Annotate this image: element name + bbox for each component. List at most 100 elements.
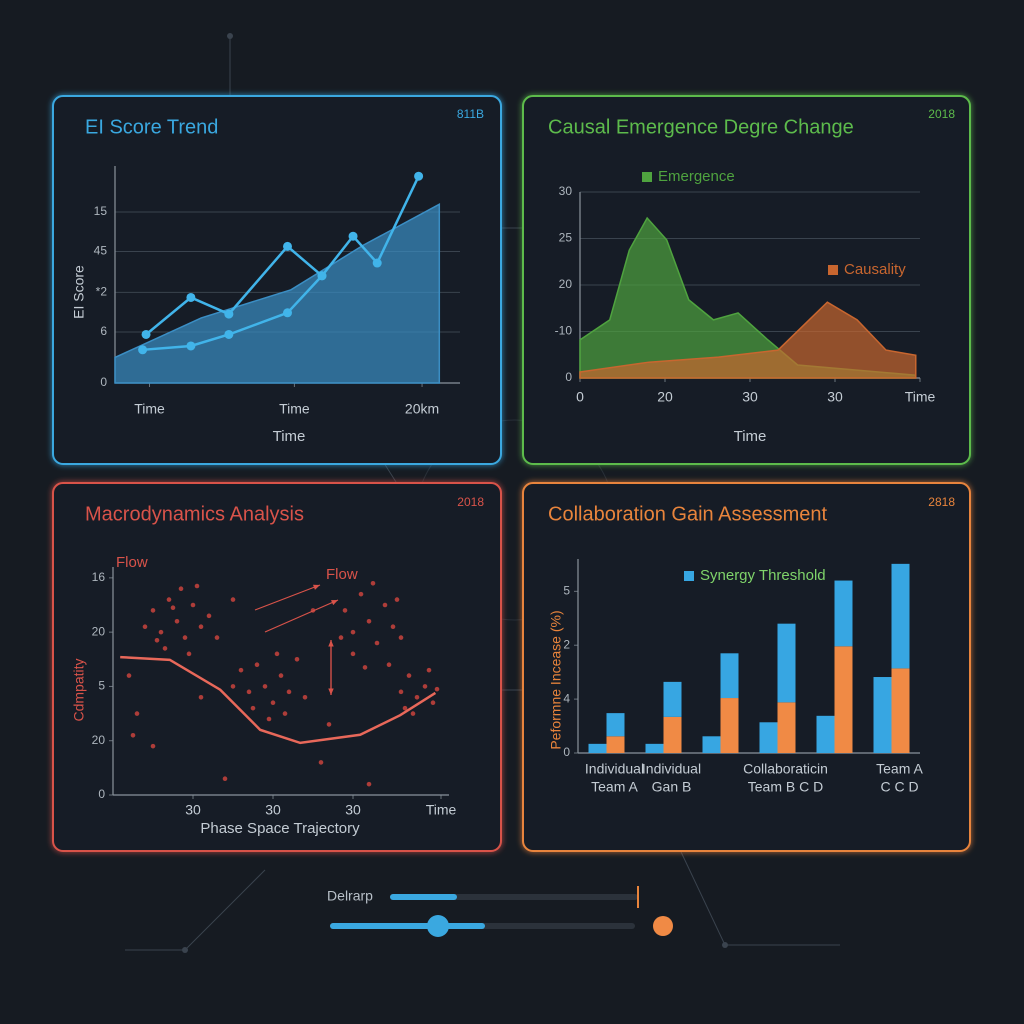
x-tick-label: 20km bbox=[405, 401, 439, 417]
area bbox=[579, 301, 917, 379]
bar bbox=[663, 681, 682, 717]
point bbox=[142, 624, 148, 630]
point bbox=[230, 597, 236, 602]
point bbox=[434, 686, 440, 692]
x-tick-label: Collaboraticin bbox=[743, 761, 828, 777]
panel-corner-label: 811B bbox=[457, 107, 484, 121]
point bbox=[338, 635, 344, 640]
y-tick-label: 5 bbox=[98, 679, 105, 693]
y-tick-label: 20 bbox=[559, 277, 573, 291]
x-tick-label: 30 bbox=[827, 389, 843, 405]
point bbox=[126, 673, 132, 678]
bar bbox=[873, 677, 892, 753]
point bbox=[224, 329, 234, 339]
y-tick-label: 0 bbox=[565, 370, 572, 384]
x-tick-label: 30 bbox=[185, 802, 201, 818]
point bbox=[394, 597, 400, 602]
point bbox=[358, 591, 364, 597]
panel: Macrodynamics Analysis 2018 Phase Space Tr… bbox=[51, 481, 503, 853]
point bbox=[370, 580, 376, 586]
bar bbox=[606, 713, 625, 737]
bar bbox=[816, 715, 835, 753]
point bbox=[422, 684, 428, 689]
bar bbox=[588, 743, 607, 753]
panel-title: Collaboration Gain Assessment bbox=[548, 503, 827, 525]
x-tick-label: Team B C D bbox=[748, 779, 823, 795]
bar bbox=[645, 743, 664, 753]
x-tick-label: 30 bbox=[345, 802, 361, 818]
point bbox=[186, 651, 192, 657]
panel-corner-label: 2818 bbox=[928, 495, 955, 509]
bar bbox=[777, 702, 796, 753]
y-tick-label: 20 bbox=[92, 733, 106, 747]
point bbox=[362, 665, 368, 670]
point bbox=[350, 629, 356, 635]
point bbox=[198, 624, 204, 630]
point bbox=[390, 624, 396, 630]
legend-swatch bbox=[684, 571, 694, 581]
point bbox=[342, 608, 348, 613]
y-tick-label: 4 bbox=[563, 691, 570, 705]
y-tick-label: -10 bbox=[555, 324, 573, 338]
point bbox=[317, 271, 327, 281]
x-tick-label: 0 bbox=[576, 389, 584, 405]
point bbox=[194, 583, 200, 589]
point bbox=[206, 613, 212, 619]
panel: EI Score Trend 811B Time EI Score 0 6 *2 45 15 Ti… bbox=[51, 94, 503, 466]
y-tick-label: 0 bbox=[98, 787, 105, 801]
legend-label: Causality bbox=[844, 261, 906, 278]
y-tick-label: 20 bbox=[92, 624, 106, 638]
slider-knob[interactable] bbox=[427, 915, 449, 937]
point bbox=[222, 776, 228, 782]
point bbox=[190, 602, 196, 608]
point bbox=[214, 635, 220, 640]
x-tick-label: Time bbox=[279, 401, 310, 417]
point bbox=[414, 171, 424, 181]
bar bbox=[891, 563, 910, 669]
point bbox=[138, 345, 148, 355]
point bbox=[134, 711, 140, 716]
y-tick-label: 25 bbox=[559, 231, 573, 245]
point bbox=[150, 608, 156, 613]
toggle-dot[interactable] bbox=[653, 916, 673, 936]
point bbox=[150, 743, 156, 749]
point bbox=[230, 684, 236, 689]
control-label: Delrarp bbox=[327, 888, 373, 904]
panel-frame bbox=[52, 482, 502, 852]
controls: Delrarp bbox=[327, 886, 673, 937]
point bbox=[398, 635, 404, 640]
y-tick-label: 0 bbox=[563, 745, 570, 759]
point bbox=[426, 667, 432, 673]
point bbox=[283, 308, 292, 318]
annotation: Flow bbox=[116, 554, 148, 571]
point bbox=[198, 694, 204, 700]
slider-fill bbox=[390, 894, 457, 900]
x-tick-label: 20 bbox=[657, 389, 673, 405]
point bbox=[283, 241, 292, 251]
x-tick-label: Individual bbox=[642, 761, 701, 777]
x-tick-label: Individual bbox=[585, 761, 644, 777]
point bbox=[178, 586, 184, 592]
x-tick-label: Team A bbox=[876, 761, 923, 777]
point bbox=[262, 684, 268, 689]
legend-label: Emergence bbox=[658, 168, 735, 185]
flow-arrow bbox=[254, 584, 321, 611]
panel-title: Macrodynamics Analysis bbox=[85, 503, 304, 525]
point bbox=[174, 618, 180, 624]
point bbox=[254, 662, 260, 668]
bar bbox=[702, 736, 721, 753]
y-axis-label: Peformne Incease (%) bbox=[548, 610, 564, 749]
point bbox=[266, 716, 272, 722]
bar bbox=[891, 668, 910, 753]
panel-corner-label: 2018 bbox=[928, 107, 955, 121]
point bbox=[374, 640, 380, 646]
flow-arrow bbox=[264, 599, 339, 633]
panel-title: EI Score Trend bbox=[85, 116, 218, 138]
point bbox=[350, 651, 356, 657]
x-tick-label: Gan B bbox=[652, 779, 692, 795]
legend-swatch bbox=[828, 265, 838, 275]
bar bbox=[606, 736, 625, 753]
bar bbox=[720, 698, 739, 753]
